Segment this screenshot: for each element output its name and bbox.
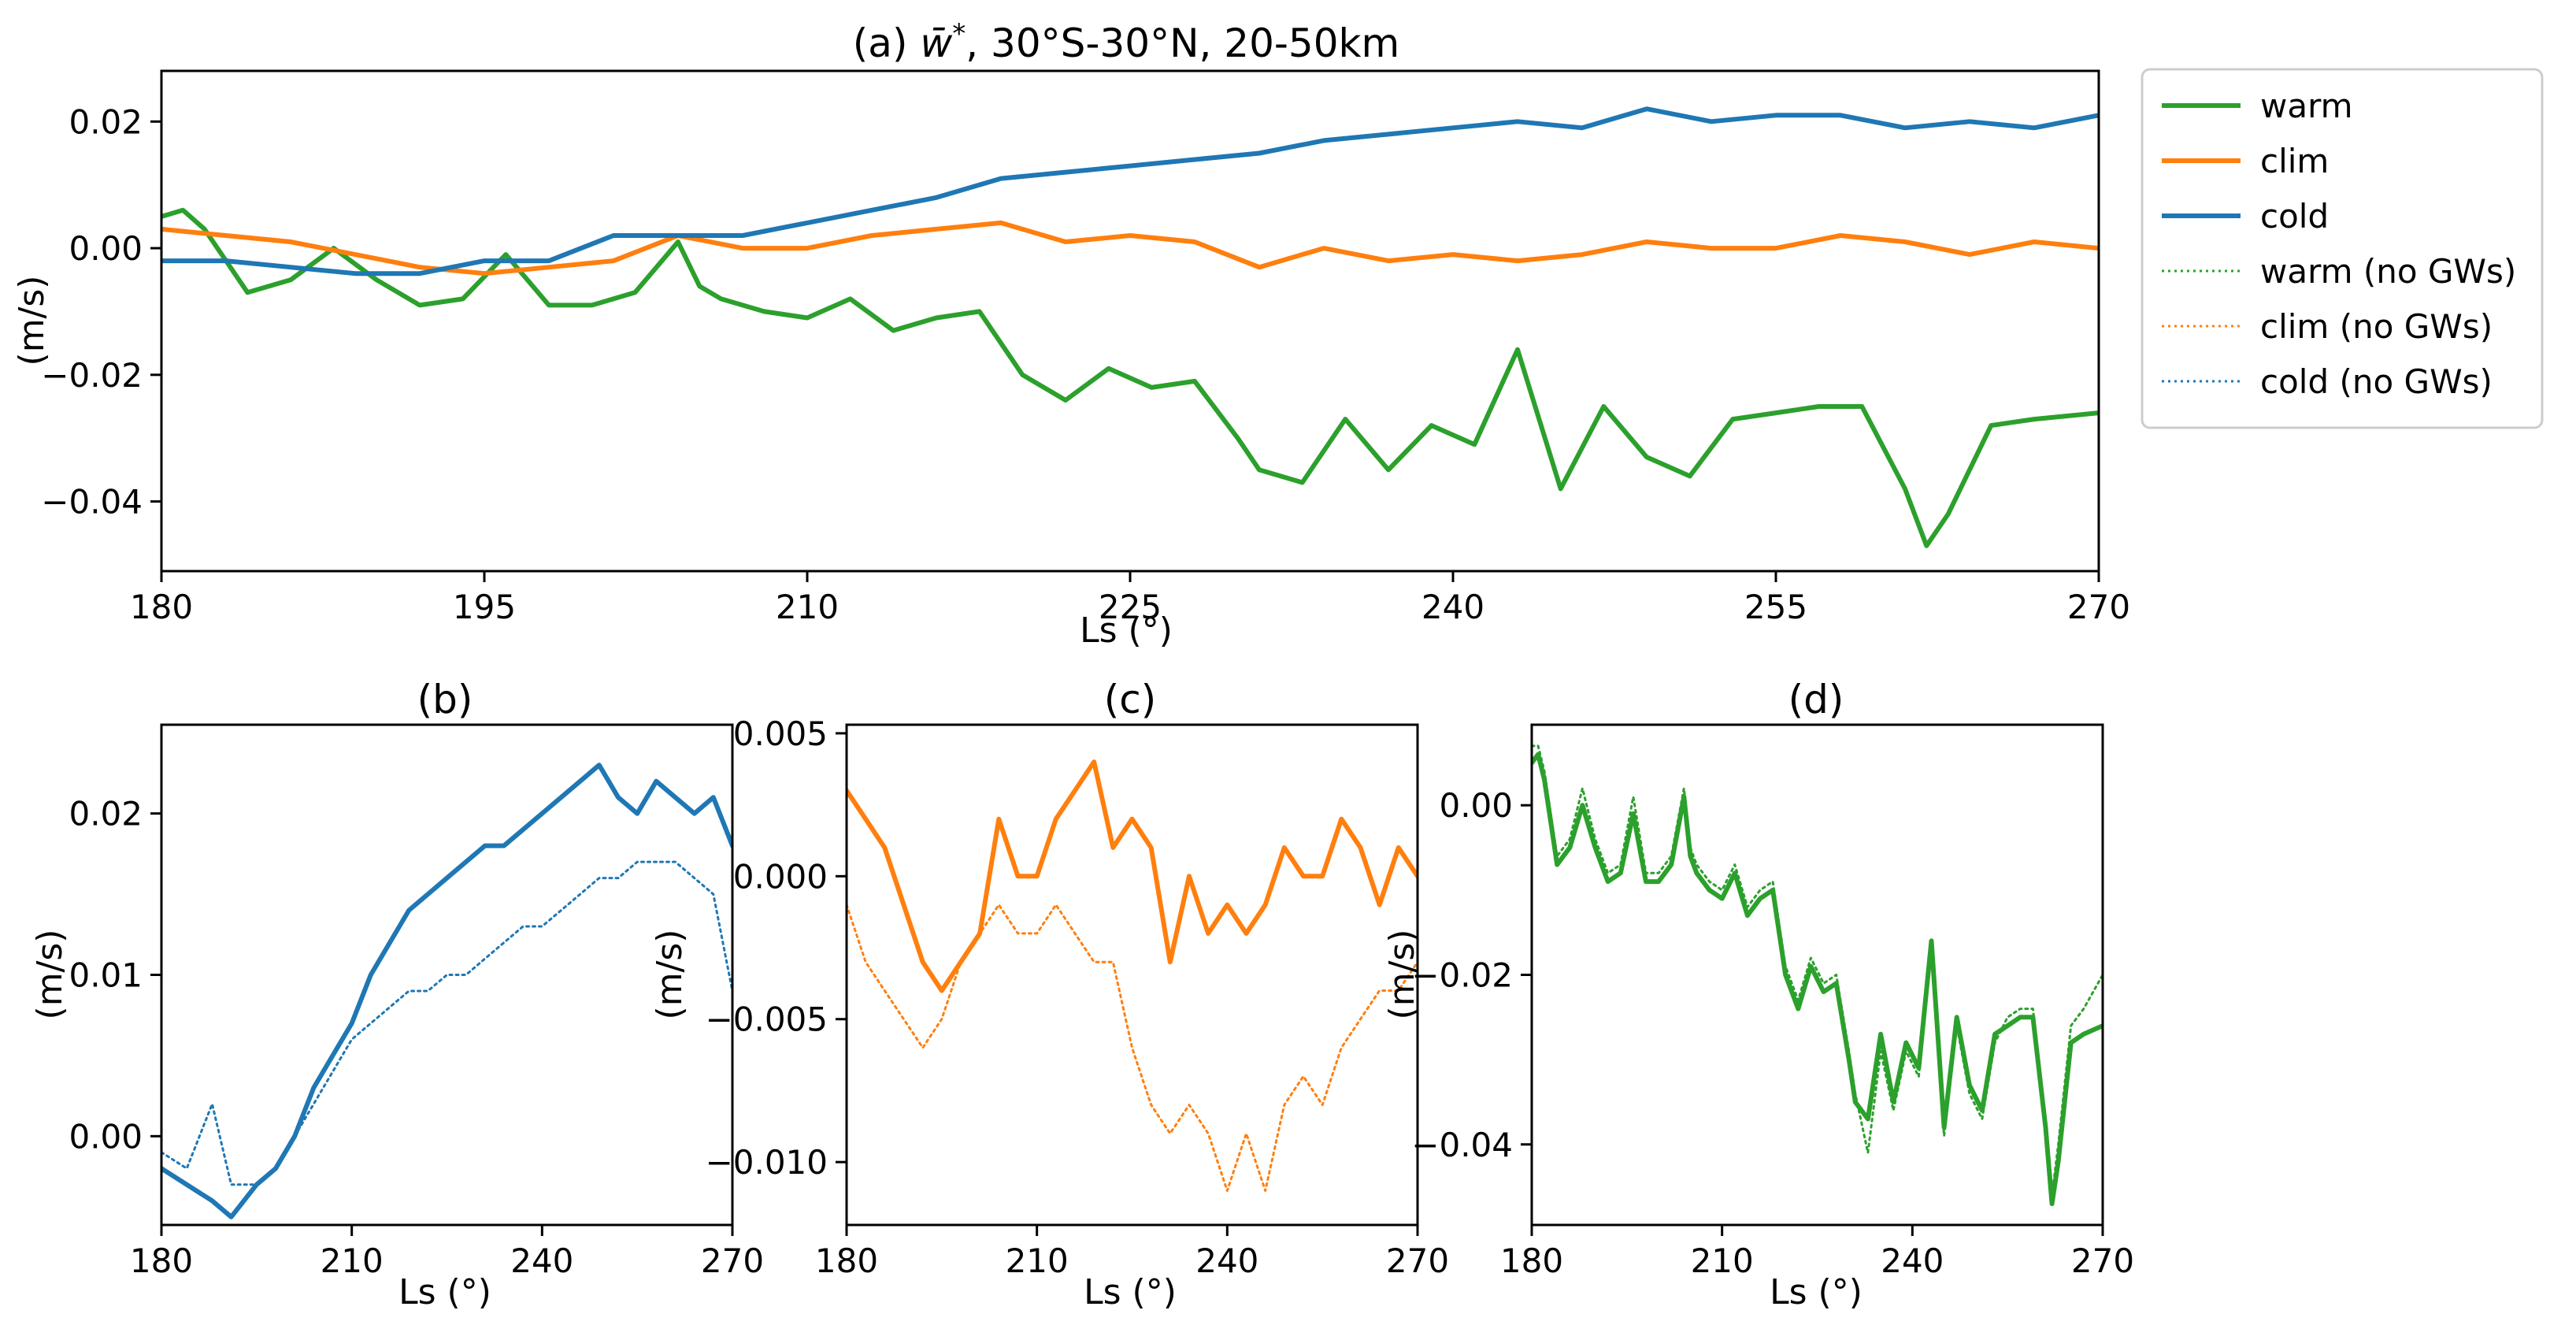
panel-c-xlabel: Ls (°) [1084,1272,1177,1312]
panel-a-ytick-label: 0.02 [69,102,143,141]
panel-d: (d) Ls (°) (m/s) 180 210 240 270 0.00 −0.02 −0… [1382,677,2134,1312]
panel-d-xlabel: Ls (°) [1770,1272,1863,1312]
panel-b-series-group [161,763,732,1219]
panel-b-series-cold [161,763,732,1219]
panel-c-series-group [847,759,1418,1192]
panel-d-xtick-label: 240 [1881,1241,1944,1280]
panel-c-xtick-label: 240 [1195,1241,1258,1280]
legend-label-cold-nogw: cold (no GWs) [2260,362,2493,401]
panel-d-series-warm-no-gws [1532,744,2103,1197]
panel-b-ylabel: (m/s) [30,930,70,1020]
panel-a-xtick-label: 240 [1421,588,1484,626]
panel-b-xlabel: Ls (°) [398,1272,491,1312]
panel-c-xtick-label: 210 [1006,1241,1069,1280]
legend-box [2140,68,2544,429]
panel-d-title: (d) [1788,677,1844,722]
legend-label-cold: cold [2260,197,2329,236]
panel-c-ytick-label: −0.010 [706,1143,828,1182]
panel-c-series-clim [847,759,1418,993]
panel-a-ytick-label: −0.02 [41,356,143,395]
legend-label-clim-nogw: clim (no GWs) [2260,307,2493,346]
panel-a-title: (a) w̄*, 30°S-30°N, 20-50km [853,18,1399,66]
panel-d-series-warm [1532,752,2103,1207]
panel-a-xtick-label: 210 [776,588,839,626]
panel-d-ytick-label: −0.02 [1411,956,1513,995]
panel-d-xtick-label: 270 [2071,1241,2134,1280]
panel-b-series-cold-no-gws [161,860,732,1186]
legend-label-clim: clim [2260,142,2329,180]
panel-d-xtick-label: 180 [1500,1241,1563,1280]
panel-d-ytick-label: −0.04 [1411,1126,1513,1164]
panel-d-ytick-label: 0.00 [1439,786,1513,825]
panel-a-xtick-label: 195 [453,588,516,626]
panel-c: (c) Ls (°) (m/s) 180 210 240 270 0.005 0.000 −… [650,677,1449,1312]
panel-a-xtick-label: 270 [2067,588,2130,626]
panel-c-title: (c) [1104,677,1157,722]
panel-b-ytick-label: 0.02 [69,795,143,833]
panel-a-ytick-label: −0.04 [41,483,143,521]
panel-a-series-group [161,106,2099,548]
panel-c-xtick-label: 180 [815,1241,878,1280]
panel-a-ytick-label: 0.00 [69,229,143,268]
panel-a: (a) w̄*, 30°S-30°N, 20-50km Ls (°) (m/s)… [12,18,2130,651]
panel-d-xtick-label: 210 [1691,1241,1754,1280]
panel-b-ytick-label: 0.01 [69,956,143,995]
panel-b-xtick-label: 240 [510,1241,573,1280]
legend-label-warm-nogw: warm (no GWs) [2260,252,2516,291]
panel-a-xtick-label: 180 [130,588,193,626]
panel-d-ylabel: (m/s) [1382,930,1422,1020]
panel-b-xtick-label: 180 [130,1241,193,1280]
panel-c-ytick-label: 0.000 [733,857,828,896]
legend-label-warm: warm [2260,87,2353,125]
panel-a-series-clim [161,220,2099,277]
panel-b-ytick-label: 0.00 [69,1117,143,1156]
panel-a-xlabel: Ls (°) [1080,611,1173,651]
panel-a-series-warm [161,207,2099,548]
panel-c-ytick-label: −0.005 [706,1000,828,1039]
panel-c-frame [845,723,1419,1227]
legend: warm clim cold warm (no GWs) clim (no GW… [2140,68,2544,429]
panel-a-frame [160,69,2100,573]
panel-b-xtick-label: 270 [701,1241,764,1280]
panel-a-xtick-label: 225 [1099,588,1162,626]
panel-c-ytick-label: 0.005 [733,714,828,753]
panel-c-ylabel: (m/s) [650,930,690,1020]
panel-b-xtick-label: 210 [321,1241,384,1280]
panel-b-title: (b) [417,677,473,722]
panel-b: (b) Ls (°) (m/s) 180 210 240 270 0.02 0.01 0.0… [30,677,764,1312]
panel-a-xtick-label: 255 [1744,588,1807,626]
panel-a-series-cold [161,106,2099,277]
panel-c-xtick-label: 270 [1386,1241,1449,1280]
panel-a-ylabel: (m/s) [12,276,52,366]
panel-c-series-clim-no-gws [847,904,1418,1192]
panel-d-series-group [1532,744,2103,1207]
